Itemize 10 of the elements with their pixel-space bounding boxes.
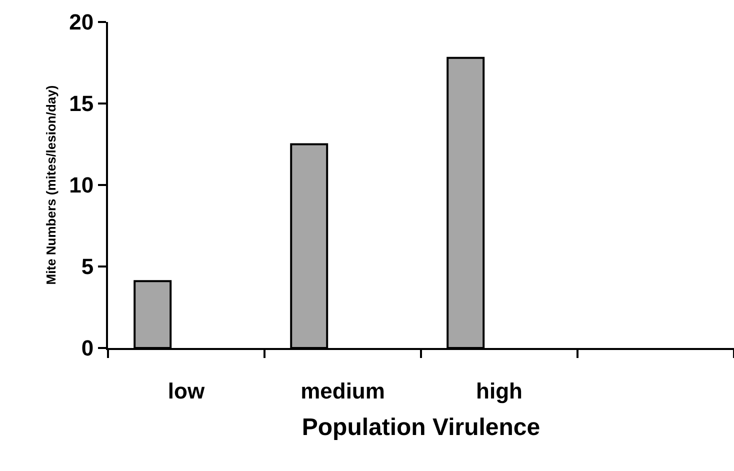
y-tick-label: 0 [81,336,94,361]
x-axis-title: Population Virulence [302,414,540,442]
y-tick-label: 15 [69,91,94,116]
x-tick-label: medium [300,378,385,404]
y-axis-title: Mite Numbers (mites/lesion/day) [44,85,59,285]
y-tick-label: 20 [69,10,94,35]
x-tick-label: high [476,378,522,404]
y-tick-label: 10 [69,172,94,198]
x-tick-label: low [168,378,206,404]
y-tick-label: 5 [81,254,94,280]
